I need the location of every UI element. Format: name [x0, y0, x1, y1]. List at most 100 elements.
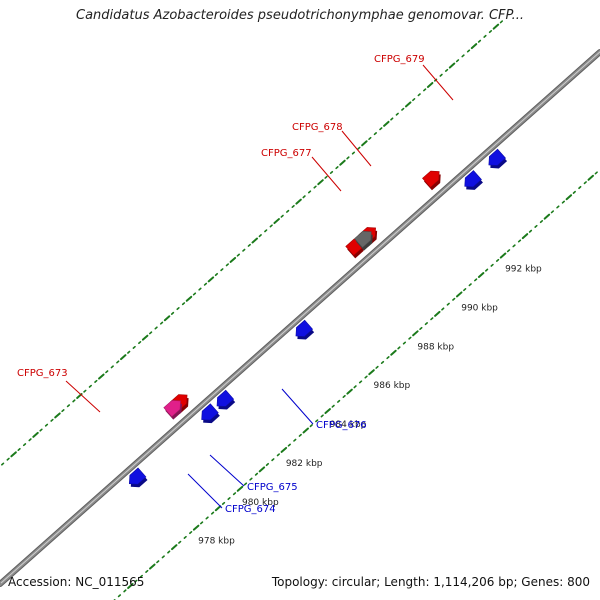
gene-label[interactable]: CFPG_678: [292, 122, 343, 133]
scale-label: 982 kbp: [286, 459, 323, 469]
minor-tick: [242, 248, 246, 252]
gene-g10[interactable]: [422, 170, 441, 191]
minor-tick: [539, 220, 544, 224]
minor-tick: [337, 399, 341, 403]
minor-tick: [298, 433, 302, 437]
minor-tick: [105, 370, 109, 374]
gene-arrow: [354, 230, 372, 248]
scale-label: 988 kbp: [417, 342, 454, 352]
minor-tick: [572, 190, 576, 194]
gene-g5[interactable]: [163, 400, 183, 420]
minor-tick: [220, 268, 224, 272]
minor-tick: [561, 200, 565, 204]
gene-label[interactable]: CFPG_676: [316, 420, 367, 431]
minor-tick: [380, 360, 385, 364]
minor-tick: [28, 438, 32, 442]
minor-tick: [313, 185, 317, 189]
minor-tick: [307, 190, 312, 194]
minor-tick: [17, 447, 21, 451]
major-tick: [229, 256, 237, 263]
minor-tick: [364, 375, 368, 379]
minor-tick: [264, 229, 268, 233]
minor-tick: [386, 356, 390, 360]
minor-tick: [309, 424, 313, 428]
minor-tick: [506, 249, 511, 253]
minor-tick: [243, 482, 248, 486]
minor-tick: [412, 98, 416, 102]
major-tick: [404, 101, 412, 108]
minor-tick: [331, 404, 335, 408]
minor-tick: [342, 394, 346, 399]
major-tick: [192, 524, 200, 531]
minor-tick: [189, 531, 193, 535]
minor-tick: [351, 151, 356, 155]
major-tick: [390, 349, 397, 356]
minor-tick: [583, 181, 587, 185]
gene-g2[interactable]: [201, 403, 220, 424]
gene-arrow: [422, 170, 440, 188]
minor-tick: [161, 555, 165, 559]
minor-tick: [302, 195, 306, 199]
major-tick: [383, 120, 390, 127]
minor-tick: [329, 170, 334, 174]
minor-tick: [94, 379, 98, 383]
minor-tick: [423, 88, 427, 92]
gene-arrow: [163, 400, 181, 418]
minor-tick: [495, 258, 500, 262]
major-tick: [324, 408, 331, 415]
gene-g6[interactable]: [295, 319, 315, 340]
minor-tick: [417, 93, 421, 97]
scale-label: 986 kbp: [374, 381, 411, 391]
major-tick: [141, 334, 149, 341]
minor-tick: [373, 132, 377, 136]
scale-label: 984 kbp: [330, 420, 367, 430]
major-tick: [368, 369, 375, 376]
major-tick: [251, 237, 259, 244]
major-tick: [214, 505, 222, 512]
minor-tick: [446, 302, 450, 306]
minor-tick: [397, 346, 401, 350]
minor-tick: [461, 54, 465, 58]
minor-tick: [167, 550, 171, 554]
minor-tick: [149, 331, 153, 335]
minor-tick: [170, 311, 175, 315]
major-tick: [543, 213, 551, 220]
leader-line: [311, 156, 342, 192]
minor-tick: [455, 59, 460, 63]
gene-label[interactable]: CFPG_677: [261, 148, 312, 159]
minor-tick: [156, 560, 160, 564]
gene-g11[interactable]: [464, 170, 483, 190]
minor-tick: [134, 579, 138, 583]
minor-tick: [468, 283, 472, 287]
gene-label[interactable]: CFPG_673: [17, 368, 68, 379]
minor-tick: [488, 29, 493, 34]
leader-line: [187, 473, 223, 509]
major-tick: [119, 354, 127, 361]
minor-tick: [61, 409, 65, 413]
minor-tick: [441, 307, 445, 311]
gene-g9[interactable]: [354, 230, 373, 251]
minor-tick: [390, 117, 394, 121]
gene-layer: [128, 148, 508, 488]
major-tick: [587, 174, 595, 181]
minor-tick: [452, 297, 456, 301]
genome-backbone: [0, 49, 600, 587]
minor-tick: [402, 341, 407, 345]
major-tick: [521, 233, 529, 240]
leader-line: [65, 380, 101, 413]
gene-g3[interactable]: [216, 389, 236, 410]
gene-g12[interactable]: [488, 148, 508, 169]
minor-tick: [221, 501, 226, 505]
major-tick: [412, 330, 419, 337]
minor-tick: [214, 272, 219, 277]
major-tick: [98, 373, 105, 380]
gene-label[interactable]: CFPG_679: [374, 54, 425, 65]
minor-tick: [439, 73, 443, 77]
gene-g1[interactable]: [128, 467, 148, 488]
minor-tick: [419, 326, 423, 330]
gene-label[interactable]: CFPG_675: [247, 482, 298, 493]
minor-tick: [474, 278, 478, 282]
gene-label[interactable]: CFPG_674: [225, 504, 276, 515]
minor-tick: [132, 345, 136, 349]
